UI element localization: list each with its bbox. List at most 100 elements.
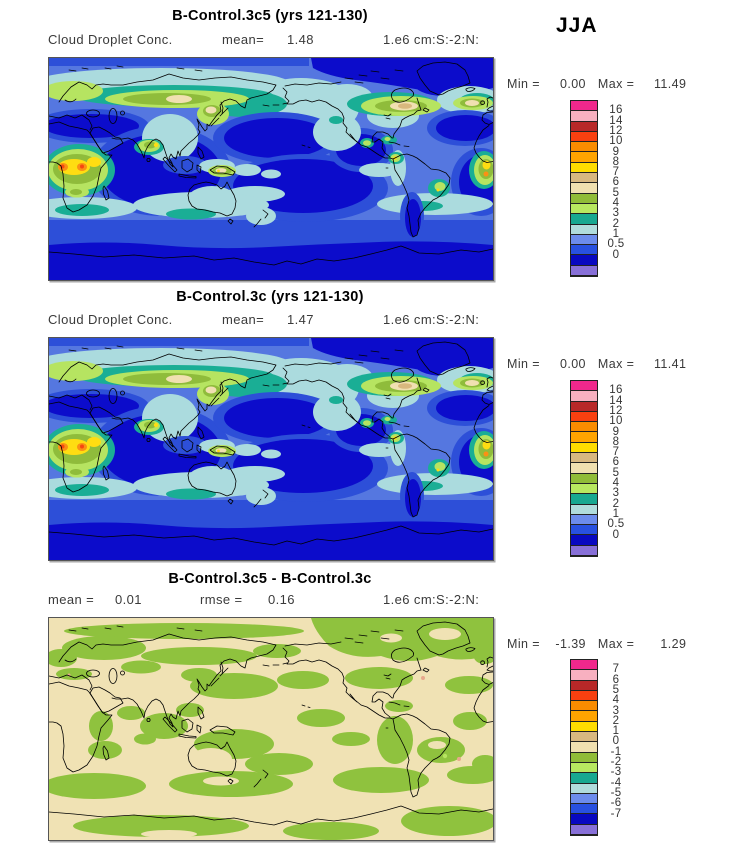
colorbar-box: [571, 732, 597, 743]
colorbar-box: [571, 152, 597, 163]
colorbar-tick-label: 2: [612, 714, 620, 727]
colorbar-tick-label: 2: [612, 217, 620, 230]
colorbar-tick-label: 0: [612, 735, 620, 748]
colorbar-box: [571, 793, 597, 805]
panel1-mean-label: mean=: [222, 32, 265, 47]
colorbar-box: [571, 121, 597, 132]
colorbar-tick-label: -7: [610, 807, 622, 820]
panel2-max-value: 11.41: [653, 357, 687, 371]
colorbar-tick-label: -1: [610, 745, 622, 758]
colorbar-box: [571, 245, 597, 256]
season-label: JJA: [556, 14, 598, 37]
panel2-minmax-row: Min = 0.00 Max = 11.41: [507, 357, 686, 371]
panel3-max-value: 1.29: [660, 637, 687, 651]
colorbar-tick-label: 16: [609, 104, 623, 117]
panel1-max-value: 11.49: [653, 77, 687, 91]
colorbar-tick-label: 4: [612, 477, 620, 489]
colorbar-box: [571, 670, 597, 681]
panel2-mean-label: mean=: [222, 312, 265, 327]
panel1-colorbar: 16 14 12 10 9 8 7 6 5 4 3 2 1 0.5 0: [570, 100, 624, 278]
colorbar-tick-label: 12: [609, 404, 623, 417]
colorbar-tick-label: 7: [612, 446, 620, 459]
panel3-map: [48, 617, 494, 841]
colorbar-box: [571, 203, 597, 215]
panel3-rmse-label: rmse =: [200, 592, 243, 607]
panel1-minmax-row: Min = 0.00 Max = 11.49: [507, 77, 686, 91]
colorbar-tick-label: 10: [609, 135, 623, 148]
colorbar-tick-label: 6: [612, 673, 620, 686]
colorbar-tick-label: 8: [612, 435, 620, 448]
colorbar-box: [571, 255, 597, 266]
colorbar-tick-label: 5: [612, 683, 620, 696]
colorbar-box: [571, 265, 597, 277]
panel3-mean-value: 0.01: [115, 592, 142, 607]
colorbar-box: [571, 401, 597, 412]
panel3-min-label: Min =: [507, 637, 540, 651]
panel1-min-value: 0.00: [559, 77, 586, 91]
panel3-title: B-Control.3c5 - B-Control.3c: [168, 571, 372, 587]
colorbar-tick-label: 0: [612, 528, 620, 541]
colorbar-tick-label: 5: [612, 466, 620, 479]
panel3-min-value: -1.39: [555, 637, 586, 651]
colorbar-box: [571, 504, 597, 515]
colorbar-box: [571, 660, 597, 671]
colorbar-tick-label: 3: [612, 704, 620, 717]
panel2-min-label: Min =: [507, 357, 540, 371]
panel1-title: B-Control.3c5 (yrs 121-130): [172, 8, 368, 24]
panel1-min-label: Min =: [507, 77, 540, 91]
colorbar-box: [571, 234, 597, 246]
colorbar-box: [571, 701, 597, 712]
panel2-max-label: Max =: [597, 357, 635, 371]
panel1-map: [48, 57, 494, 281]
colorbar-tick-label: 1: [612, 227, 620, 240]
colorbar-tick-label: 10: [609, 415, 623, 428]
panel3-mean-label: mean =: [48, 592, 95, 607]
colorbar-box: [571, 711, 597, 722]
colorbar-tick-label: 14: [609, 394, 623, 407]
colorbar-box: [571, 473, 597, 484]
panel2-mean-value: 1.47: [287, 312, 314, 327]
panel2-colorbar: 16 14 12 10 9 8 7 6 5 4 3 2 1 0.5 0: [570, 380, 624, 558]
panel3-minmax-row: Min = -1.39 Max = 1.29: [507, 637, 686, 651]
colorbar-box: [571, 131, 597, 143]
colorbar-box: [571, 783, 597, 794]
panel1-max-label: Max =: [597, 77, 635, 91]
colorbar-tick-label: 8: [612, 155, 620, 168]
colorbar-box: [571, 193, 597, 204]
colorbar-box: [571, 422, 597, 433]
colorbar-box: [571, 111, 597, 122]
colorbar-box: [571, 680, 597, 691]
panel3-units: 1.e6 cm:S:-2:N:: [383, 592, 480, 607]
colorbar-tick-label: 4: [612, 197, 620, 209]
colorbar-box: [571, 514, 597, 526]
colorbar-tick-label: 2: [612, 497, 620, 510]
colorbar-box: [571, 742, 597, 753]
colorbar-tick-label: 5: [612, 186, 620, 199]
panel1-field-label: Cloud Droplet Conc.: [48, 32, 173, 47]
panel2-field-label: Cloud Droplet Conc.: [48, 312, 173, 327]
colorbar-tick-label: 0: [612, 248, 620, 261]
colorbar-box: [571, 142, 597, 153]
panel3-rmse-value: 0.16: [268, 592, 295, 607]
colorbar-box: [571, 525, 597, 536]
panel2-units: 1.e6 cm:S:-2:N:: [383, 312, 480, 327]
colorbar-box: [571, 432, 597, 443]
colorbar-tick-label: -2: [610, 756, 622, 768]
colorbar-tick-label: 3: [612, 207, 620, 220]
colorbar-box: [571, 214, 597, 225]
colorbar-box: [571, 411, 597, 423]
colorbar-box: [571, 391, 597, 402]
colorbar-tick-label: -3: [610, 766, 622, 779]
colorbar-tick-label: -5: [610, 786, 622, 799]
panel3-max-label: Max =: [597, 637, 635, 651]
colorbar-box: [571, 721, 597, 733]
colorbar-box: [571, 183, 597, 194]
colorbar-tick-label: 6: [612, 456, 620, 469]
colorbar-box: [571, 814, 597, 825]
panel3-colorbar: 7 6 5 4 3 2 1 0 -1 -2 -3 -4 -5 -6 -7: [570, 659, 621, 837]
colorbar-box: [571, 162, 597, 174]
colorbar-tick-label: 14: [609, 114, 623, 127]
colorbar-tick-label: 1: [612, 725, 620, 738]
colorbar-tick-label: 7: [612, 166, 620, 179]
